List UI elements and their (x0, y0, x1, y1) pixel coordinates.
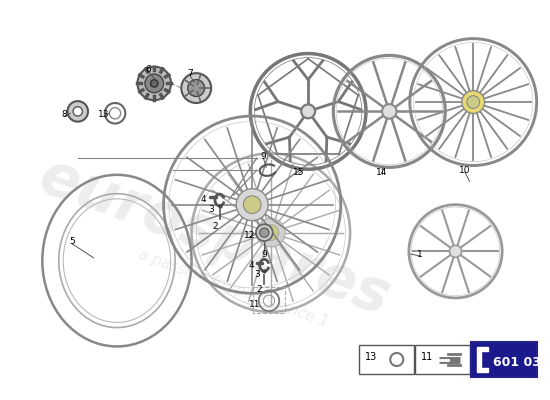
Circle shape (145, 74, 163, 93)
Circle shape (68, 101, 88, 122)
Text: 2: 2 (212, 222, 218, 231)
Circle shape (260, 228, 269, 237)
Circle shape (73, 107, 82, 116)
Text: 9: 9 (261, 152, 266, 161)
Text: 10: 10 (459, 166, 471, 175)
Text: 9: 9 (261, 250, 267, 258)
Circle shape (467, 96, 480, 108)
Circle shape (301, 104, 315, 118)
Text: 15: 15 (293, 168, 305, 176)
Bar (253, 287, 285, 313)
Text: 4: 4 (201, 196, 206, 204)
Text: 7: 7 (187, 69, 192, 78)
Circle shape (263, 225, 279, 240)
FancyBboxPatch shape (415, 344, 470, 374)
Circle shape (256, 218, 285, 247)
Text: 8: 8 (62, 110, 68, 119)
Text: 601 03: 601 03 (493, 356, 541, 369)
Text: 2: 2 (257, 285, 262, 294)
Text: 3: 3 (254, 270, 260, 279)
Text: a passion for parts since 1: a passion for parts since 1 (136, 247, 331, 330)
Text: eurospares: eurospares (32, 148, 398, 327)
Text: 5: 5 (69, 238, 75, 246)
Polygon shape (477, 347, 488, 372)
Text: 1: 1 (417, 250, 423, 258)
Text: 13: 13 (98, 110, 109, 119)
Circle shape (236, 189, 268, 221)
Circle shape (151, 80, 158, 87)
Text: 3: 3 (208, 205, 214, 214)
Circle shape (382, 104, 397, 119)
Circle shape (449, 245, 461, 257)
Circle shape (138, 67, 171, 100)
Circle shape (182, 73, 211, 103)
Text: 4: 4 (249, 261, 254, 270)
FancyBboxPatch shape (471, 342, 537, 377)
Text: 13: 13 (365, 352, 377, 362)
FancyBboxPatch shape (360, 344, 414, 374)
Circle shape (256, 224, 273, 241)
Text: 11: 11 (421, 352, 433, 362)
Circle shape (462, 91, 485, 114)
Circle shape (243, 196, 261, 214)
Text: 6: 6 (146, 65, 151, 74)
Text: 11: 11 (249, 300, 261, 309)
Text: 12: 12 (244, 231, 255, 240)
Circle shape (188, 80, 205, 96)
Text: 14: 14 (376, 168, 388, 176)
